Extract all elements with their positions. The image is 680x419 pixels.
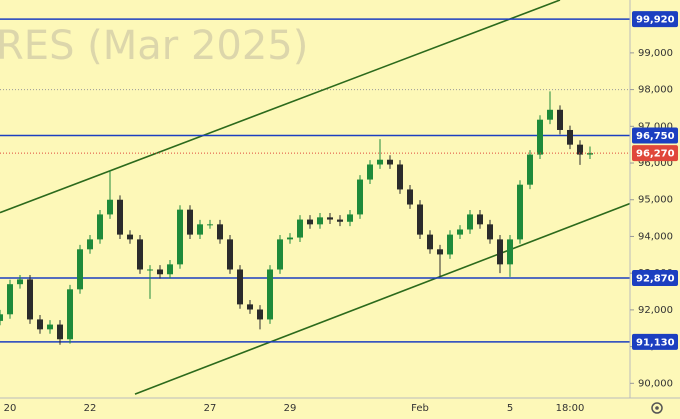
candle-body bbox=[277, 239, 283, 270]
candle-body bbox=[407, 189, 413, 205]
candle-body bbox=[267, 269, 273, 320]
level-label: 96,750 bbox=[636, 131, 675, 142]
candle-body bbox=[47, 324, 53, 330]
candle-body bbox=[187, 209, 193, 235]
trend-line bbox=[0, 0, 561, 214]
candle-body bbox=[7, 284, 13, 315]
y-tick-label: 95,000 bbox=[638, 195, 673, 206]
candle-body bbox=[177, 209, 183, 265]
candle-body bbox=[157, 269, 163, 275]
candle-body bbox=[247, 304, 253, 310]
level-label: 99,920 bbox=[636, 15, 675, 26]
candle-body bbox=[257, 309, 263, 320]
candle-body bbox=[57, 324, 63, 340]
x-tick-label: 27 bbox=[204, 403, 217, 414]
candle-body bbox=[517, 184, 523, 240]
candle-body bbox=[377, 159, 383, 165]
candle-body bbox=[477, 214, 483, 225]
candle-body bbox=[367, 164, 373, 180]
watermark: RES (Mar 2025) bbox=[0, 23, 308, 69]
candle-body bbox=[97, 214, 103, 240]
x-tick-label: 20 bbox=[4, 403, 17, 414]
candle-body bbox=[337, 219, 343, 222]
candle-body bbox=[37, 319, 43, 330]
candle-body bbox=[427, 234, 433, 250]
candle-body bbox=[327, 217, 333, 220]
candle-body bbox=[317, 217, 323, 225]
candle-body bbox=[537, 119, 543, 155]
y-tick-label: 99,000 bbox=[638, 48, 673, 59]
x-tick-label: 18:00 bbox=[556, 403, 585, 414]
y-tick-label: 96,000 bbox=[638, 158, 673, 169]
last-price-box bbox=[632, 145, 678, 162]
level-label-box bbox=[632, 333, 678, 350]
y-tick-label: 97,000 bbox=[638, 121, 673, 132]
candle-body bbox=[67, 289, 73, 340]
candle-body bbox=[467, 214, 473, 230]
candle-body bbox=[387, 159, 393, 165]
candle-body bbox=[557, 109, 563, 130]
candle-body bbox=[547, 109, 553, 120]
candle-body bbox=[227, 239, 233, 270]
candle-body bbox=[307, 219, 313, 225]
level-label-box bbox=[632, 127, 678, 144]
settings-icon[interactable] bbox=[651, 402, 663, 414]
y-tick-label: 94,000 bbox=[638, 231, 673, 242]
candle-body bbox=[297, 219, 303, 238]
x-tick-label: 29 bbox=[284, 403, 297, 414]
candle-body bbox=[107, 199, 113, 215]
candle-body bbox=[117, 199, 123, 235]
candle-body bbox=[347, 214, 353, 222]
candle-body bbox=[127, 234, 133, 240]
candle-body bbox=[137, 239, 143, 270]
candle-body bbox=[497, 239, 503, 265]
level-label: 91,130 bbox=[636, 337, 675, 348]
level-label-box bbox=[632, 11, 678, 28]
y-tick-label: 90,000 bbox=[638, 378, 673, 389]
candle-body bbox=[507, 239, 513, 265]
candle-body bbox=[87, 239, 93, 250]
x-tick-label: 22 bbox=[84, 403, 97, 414]
level-label: 92,870 bbox=[636, 273, 675, 284]
candle-body bbox=[587, 153, 593, 155]
candle-body bbox=[237, 269, 243, 305]
candle-body bbox=[437, 249, 443, 255]
plot-area: RES (Mar 2025) bbox=[0, 0, 630, 395]
candle-body bbox=[397, 164, 403, 190]
candle-body bbox=[447, 234, 453, 255]
candle-body bbox=[457, 229, 463, 235]
candle-body bbox=[27, 279, 33, 320]
y-tick-label: 92,000 bbox=[638, 305, 673, 316]
candle-body bbox=[357, 179, 363, 215]
candle-body bbox=[567, 129, 573, 145]
candle-body bbox=[287, 237, 293, 240]
candle-body bbox=[527, 154, 533, 185]
candle-body bbox=[0, 314, 3, 321]
candle-body bbox=[167, 264, 173, 275]
last-price-label: 96,270 bbox=[636, 149, 675, 160]
candle-body bbox=[77, 249, 83, 290]
candle-body bbox=[487, 224, 493, 240]
candle-body bbox=[577, 144, 583, 155]
x-tick-label: Feb bbox=[411, 403, 429, 414]
level-label-box bbox=[632, 269, 678, 286]
candle-body bbox=[17, 279, 23, 285]
candle-body bbox=[207, 224, 213, 226]
candle-body bbox=[197, 224, 203, 235]
trend-line bbox=[134, 202, 630, 395]
x-tick-label: 5 bbox=[507, 403, 513, 414]
y-tick-label: 98,000 bbox=[638, 85, 673, 96]
candle-body bbox=[417, 204, 423, 235]
candle-body bbox=[147, 269, 153, 271]
candle-body bbox=[217, 224, 223, 240]
